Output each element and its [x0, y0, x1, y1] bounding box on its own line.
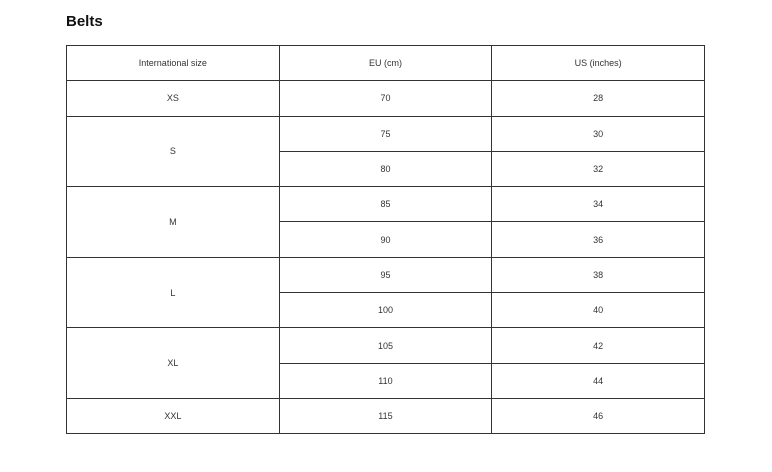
us-cell: 28 — [491, 80, 705, 117]
us-cell: 30 — [491, 115, 705, 152]
table-row: XL 105 42 — [66, 327, 705, 399]
eu-cell: 75 — [278, 115, 493, 152]
size-table: International size EU (cm) US (inches) X… — [66, 44, 705, 435]
size-cell: XS — [66, 80, 280, 117]
size-cell: M — [66, 186, 280, 258]
us-cell: 32 — [491, 150, 705, 188]
eu-cell: 80 — [278, 150, 493, 188]
eu-cell: 115 — [278, 397, 493, 435]
size-cell: S — [66, 115, 280, 188]
table-row: M 85 34 — [66, 186, 705, 258]
us-cell: 44 — [491, 362, 705, 399]
us-cell: 36 — [491, 221, 705, 258]
eu-cell: 90 — [278, 221, 493, 258]
table-row: XS 70 28 — [66, 80, 705, 117]
us-cell: 34 — [491, 186, 705, 223]
header-us: US (inches) — [491, 44, 705, 82]
table-header-row: International size EU (cm) US (inches) — [66, 44, 705, 82]
us-cell: 40 — [491, 292, 705, 329]
table-row: 100 40 — [67, 292, 705, 329]
us-cell: 38 — [491, 256, 705, 294]
us-cell: 46 — [491, 397, 705, 435]
table-row: XXL 115 46 — [66, 397, 705, 435]
eu-cell: 85 — [278, 186, 493, 223]
size-cell: XXL — [66, 397, 280, 435]
page-title: Belts — [66, 13, 103, 30]
table-row: L 95 38 — [66, 256, 705, 329]
eu-cell: 95 — [278, 256, 493, 294]
eu-cell: 100 — [278, 292, 493, 329]
size-cell: XL — [66, 327, 280, 399]
size-cell: L — [66, 256, 280, 329]
header-international-size: International size — [66, 44, 280, 82]
eu-cell: 105 — [278, 327, 493, 364]
table-row: S 75 30 — [66, 115, 705, 188]
eu-cell: 70 — [278, 80, 493, 117]
header-eu: EU (cm) — [278, 44, 493, 82]
us-cell: 42 — [491, 327, 705, 364]
eu-cell: 110 — [278, 362, 493, 399]
